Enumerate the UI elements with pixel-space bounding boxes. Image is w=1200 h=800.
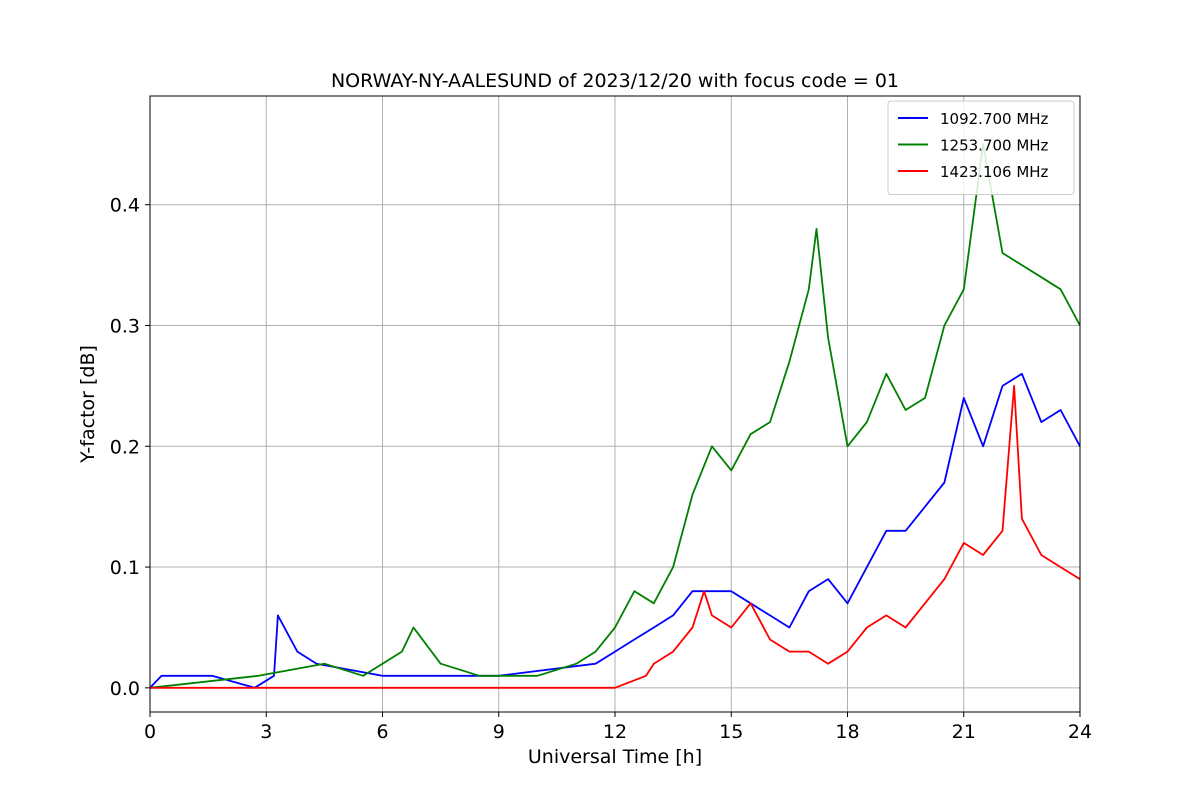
plot-series	[149, 143, 1081, 689]
y-tick-label: 0.4	[110, 195, 140, 217]
y-tick-label: 0.0	[110, 678, 140, 700]
x-tick-label: 12	[603, 721, 627, 743]
x-tick-label: 18	[835, 721, 859, 743]
legend-box	[887, 100, 1075, 195]
series-line-3	[150, 384, 1081, 689]
x-tick-label: 6	[376, 721, 388, 743]
x-tick-label: 3	[260, 721, 272, 743]
x-tick-label: 0	[144, 721, 156, 743]
series-line-2	[149, 143, 1081, 689]
y-axis-ticks: 0.0 0.1 0.2 0.3 0.4	[110, 195, 150, 700]
y-tick-label: 0.1	[110, 557, 140, 579]
legend-label: 1092.700 MHz	[940, 110, 1049, 128]
chart-title: NORWAY-NY-AALESUND of 2023/12/20 with fo…	[331, 70, 899, 92]
y-tick-label: 0.2	[110, 436, 140, 458]
x-tick-label: 21	[952, 721, 976, 743]
x-tick-label: 15	[719, 721, 743, 743]
series-line-1	[149, 372, 1081, 689]
y-axis-title: Y-factor [dB]	[77, 345, 99, 464]
legend-label: 1423.106 MHz	[940, 163, 1049, 181]
y-tick-label: 0.3	[110, 315, 140, 337]
grid	[149, 96, 1081, 712]
x-tick-label: 24	[1068, 721, 1092, 743]
legend-label: 1253.700 MHz	[940, 137, 1049, 155]
x-axis-ticks: 0 3 6 9 12 15 18 21 24	[144, 712, 1092, 743]
x-tick-label: 9	[493, 721, 505, 743]
x-axis-title: Universal Time [h]	[528, 746, 702, 768]
legend: 1092.700 MHz 1253.700 MHz 1423.106 MHz	[887, 100, 1075, 195]
